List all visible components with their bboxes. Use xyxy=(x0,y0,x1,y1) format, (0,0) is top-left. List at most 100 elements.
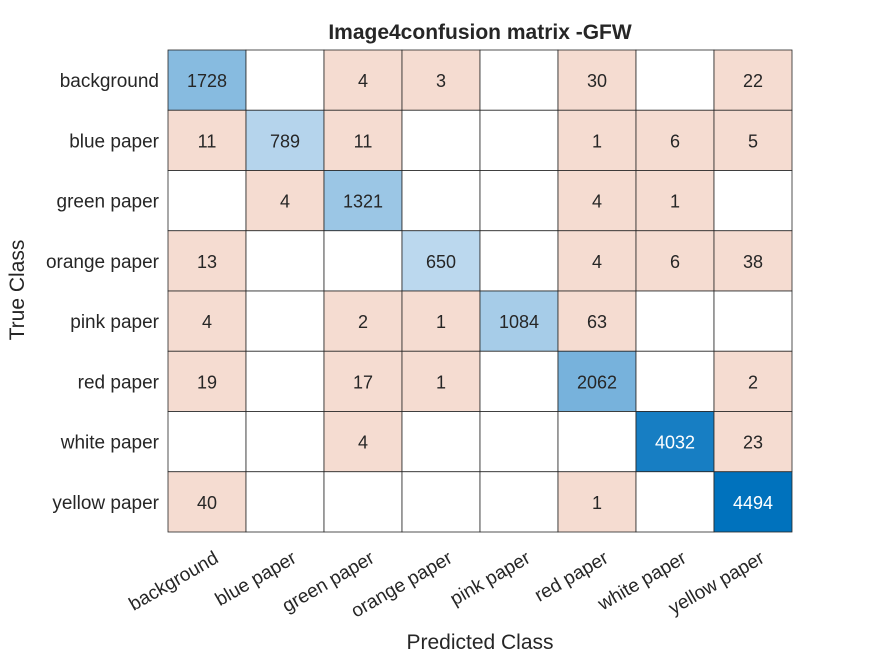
matrix-cell xyxy=(323,290,403,352)
cell-value: 789 xyxy=(270,131,300,151)
matrix-cell xyxy=(557,411,637,473)
matrix-cell xyxy=(167,170,247,232)
cell-value: 4 xyxy=(592,192,602,212)
matrix-cell xyxy=(479,411,559,473)
cell-value: 1 xyxy=(592,493,602,513)
matrix-cell xyxy=(245,350,325,412)
cell-value: 2062 xyxy=(577,372,617,392)
cell-value: 3 xyxy=(436,71,446,91)
matrix-cell xyxy=(323,411,403,473)
cell-value: 6 xyxy=(670,252,680,272)
matrix-cell xyxy=(557,49,637,111)
matrix-cell xyxy=(713,471,793,533)
matrix-cell xyxy=(167,411,247,473)
cell-value: 11 xyxy=(354,131,373,151)
cell-value: 30 xyxy=(587,71,607,91)
cell-value: 1 xyxy=(592,131,602,151)
matrix-cell xyxy=(401,49,481,111)
matrix-cell xyxy=(323,350,403,412)
matrix-cell xyxy=(167,49,247,111)
cell-value: 1 xyxy=(436,312,446,332)
matrix-cell xyxy=(167,109,247,171)
cell-value: 4494 xyxy=(733,493,773,513)
y-tick-label: yellow paper xyxy=(52,493,159,514)
cell-value: 6 xyxy=(670,131,680,151)
matrix-cell xyxy=(323,230,403,292)
y-tick-labels: background blue paper green paper orange pa… xyxy=(46,71,160,514)
cell-value: 5 xyxy=(748,131,758,151)
y-axis-label: True Class xyxy=(6,240,29,341)
matrix-cell xyxy=(635,290,715,352)
y-tick-label: background xyxy=(60,71,159,92)
matrix-cell xyxy=(245,411,325,473)
matrix-cell xyxy=(713,109,793,171)
matrix-cell xyxy=(635,230,715,292)
cell-value: 4 xyxy=(358,71,368,91)
matrix-cell xyxy=(713,411,793,473)
cell-value: 1 xyxy=(670,192,680,212)
cell-value: 1 xyxy=(436,372,446,392)
cell-value: 4 xyxy=(280,192,290,212)
cell-value: 17 xyxy=(353,372,373,392)
matrix-cell xyxy=(479,471,559,533)
matrix-cell xyxy=(557,350,637,412)
matrix-cell xyxy=(557,230,637,292)
cell-value: 2 xyxy=(358,312,368,332)
cell-value: 4 xyxy=(202,312,212,332)
cell-value: 11 xyxy=(198,131,217,151)
y-tick-label: orange paper xyxy=(46,252,160,273)
matrix-cell xyxy=(401,350,481,412)
matrix-cell xyxy=(401,230,481,292)
matrix-cell xyxy=(167,290,247,352)
matrix-cell xyxy=(479,170,559,232)
y-tick-label: green paper xyxy=(57,192,160,213)
matrix-cell xyxy=(479,109,559,171)
cell-value: 4032 xyxy=(655,433,695,453)
y-tick-label: red paper xyxy=(78,372,160,393)
matrix-cell xyxy=(323,49,403,111)
matrix-cell xyxy=(713,49,793,111)
matrix-cell xyxy=(635,350,715,412)
matrix-cell xyxy=(557,290,637,352)
matrix-cell xyxy=(635,49,715,111)
chart-title: Image4confusion matrix -GFW xyxy=(328,21,632,44)
matrix-cell xyxy=(479,230,559,292)
x-tick-label: pink paper xyxy=(447,547,535,610)
y-tick-label: pink paper xyxy=(70,312,159,333)
matrix-cell xyxy=(401,411,481,473)
cell-value: 1321 xyxy=(343,192,383,212)
matrix-cell xyxy=(713,290,793,352)
cell-value: 650 xyxy=(426,252,456,272)
matrix-cell xyxy=(323,109,403,171)
cell-value: 1728 xyxy=(187,71,227,91)
matrix-cell xyxy=(557,471,637,533)
y-tick-label: white paper xyxy=(60,433,160,454)
matrix-cell xyxy=(401,471,481,533)
matrix-cell xyxy=(245,290,325,352)
matrix-cell xyxy=(713,170,793,232)
matrix-cell xyxy=(245,170,325,232)
matrix-cell xyxy=(479,350,559,412)
matrix-cell xyxy=(245,230,325,292)
cell-value: 38 xyxy=(743,252,763,272)
cell-value: 63 xyxy=(587,312,607,332)
matrix-cell xyxy=(245,49,325,111)
x-tick-label: background xyxy=(126,548,222,616)
cell-value: 13 xyxy=(197,252,217,272)
matrix-cell xyxy=(479,49,559,111)
matrix-cell xyxy=(557,170,637,232)
matrix-cell xyxy=(323,471,403,533)
y-tick-label: blue paper xyxy=(69,131,159,152)
cell-value: 40 xyxy=(197,493,217,513)
matrix-cell xyxy=(167,471,247,533)
cell-value: 19 xyxy=(197,372,217,392)
cell-value: 2 xyxy=(748,372,758,392)
matrix-cell xyxy=(713,350,793,412)
cell-value: 23 xyxy=(743,433,763,453)
x-axis-label: Predicted Class xyxy=(406,631,553,654)
cell-value: 4 xyxy=(358,433,368,453)
cell-value: 22 xyxy=(743,71,763,91)
